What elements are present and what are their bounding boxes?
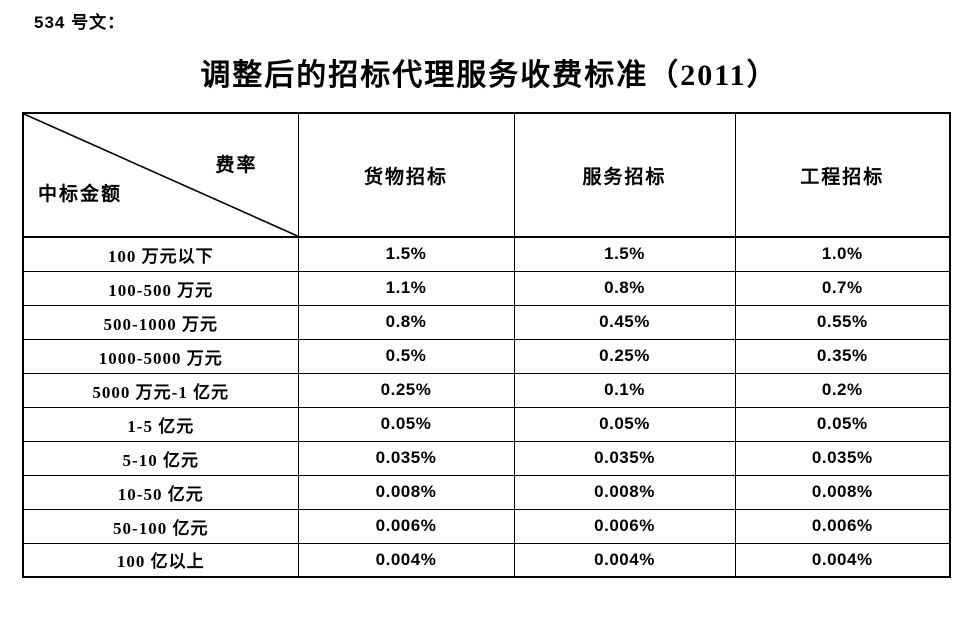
rate-cell-services: 0.8% (513, 270, 736, 306)
table-row: 1-5 亿元 0.05% 0.05% 0.05% (22, 406, 951, 442)
rate-cell-services: 0.25% (513, 338, 736, 374)
amount-cell: 5000 万元-1 亿元 (22, 372, 299, 408)
rate-cell-engineering: 1.0% (734, 236, 951, 272)
table-row: 50-100 亿元 0.006% 0.006% 0.006% (22, 508, 951, 544)
rate-cell-goods: 1.1% (297, 270, 515, 306)
column-header-goods: 货物招标 (297, 112, 515, 238)
rate-cell-services: 0.1% (513, 372, 736, 408)
table-row: 100 万元以下 1.5% 1.5% 1.0% (22, 236, 951, 272)
table-row: 1000-5000 万元 0.5% 0.25% 0.35% (22, 338, 951, 374)
rate-cell-goods: 0.25% (297, 372, 515, 408)
rate-cell-services: 0.05% (513, 406, 736, 442)
rate-cell-engineering: 0.7% (734, 270, 951, 306)
corner-label-rate: 费率 (215, 155, 258, 176)
amount-cell: 50-100 亿元 (22, 508, 299, 544)
amount-cell: 1-5 亿元 (22, 406, 299, 442)
amount-cell: 5-10 亿元 (22, 440, 299, 476)
fee-table: 费率 中标金额 货物招标 服务招标 工程招标 100 万元以下 1.5% 1.5… (22, 112, 951, 578)
rate-cell-engineering: 0.004% (734, 542, 951, 578)
rate-cell-engineering: 0.35% (734, 338, 951, 374)
rate-cell-goods: 0.5% (297, 338, 515, 374)
rate-cell-goods: 1.5% (297, 236, 515, 272)
amount-cell: 1000-5000 万元 (22, 338, 299, 374)
page-title: 调整后的招标代理服务收费标准（2011） (200, 59, 779, 92)
corner-header-cell: 费率 中标金额 (22, 112, 299, 238)
rate-cell-goods: 0.035% (297, 440, 515, 476)
table-row: 5-10 亿元 0.035% 0.035% 0.035% (22, 440, 951, 476)
table-row: 500-1000 万元 0.8% 0.45% 0.55% (22, 304, 951, 340)
table-row: 100 亿以上 0.004% 0.004% 0.004% (22, 542, 951, 578)
rate-cell-services: 0.008% (513, 474, 736, 510)
rate-cell-engineering: 0.008% (734, 474, 951, 510)
rate-cell-goods: 0.05% (297, 406, 515, 442)
rate-cell-engineering: 0.05% (734, 406, 951, 442)
amount-cell: 500-1000 万元 (22, 304, 299, 340)
table-row: 100-500 万元 1.1% 0.8% 0.7% (22, 270, 951, 306)
rate-cell-services: 0.006% (513, 508, 736, 544)
doc-number-label: 534 号文： (34, 13, 126, 32)
column-header-services: 服务招标 (513, 112, 736, 238)
rate-cell-services: 0.004% (513, 542, 736, 578)
amount-cell: 100-500 万元 (22, 270, 299, 306)
rate-cell-engineering: 0.55% (734, 304, 951, 340)
column-header-engineering: 工程招标 (734, 112, 951, 238)
rate-cell-goods: 0.006% (297, 508, 515, 544)
rate-cell-engineering: 0.006% (734, 508, 951, 544)
rate-cell-services: 0.035% (513, 440, 736, 476)
rate-cell-engineering: 0.035% (734, 440, 951, 476)
corner-label-amount: 中标金额 (38, 184, 123, 205)
diagonal-divider-line (24, 114, 298, 236)
rate-cell-goods: 0.008% (297, 474, 515, 510)
amount-cell: 100 万元以下 (22, 236, 299, 272)
header-row: 费率 中标金额 货物招标 服务招标 工程招标 (22, 112, 951, 238)
rate-cell-services: 1.5% (513, 236, 736, 272)
table-row: 5000 万元-1 亿元 0.25% 0.1% 0.2% (22, 372, 951, 408)
rate-cell-services: 0.45% (513, 304, 736, 340)
rate-cell-goods: 0.004% (297, 542, 515, 578)
amount-cell: 10-50 亿元 (22, 474, 299, 510)
rate-cell-engineering: 0.2% (734, 372, 951, 408)
table-row: 10-50 亿元 0.008% 0.008% 0.008% (22, 474, 951, 510)
amount-cell: 100 亿以上 (22, 542, 299, 578)
rate-cell-goods: 0.8% (297, 304, 515, 340)
